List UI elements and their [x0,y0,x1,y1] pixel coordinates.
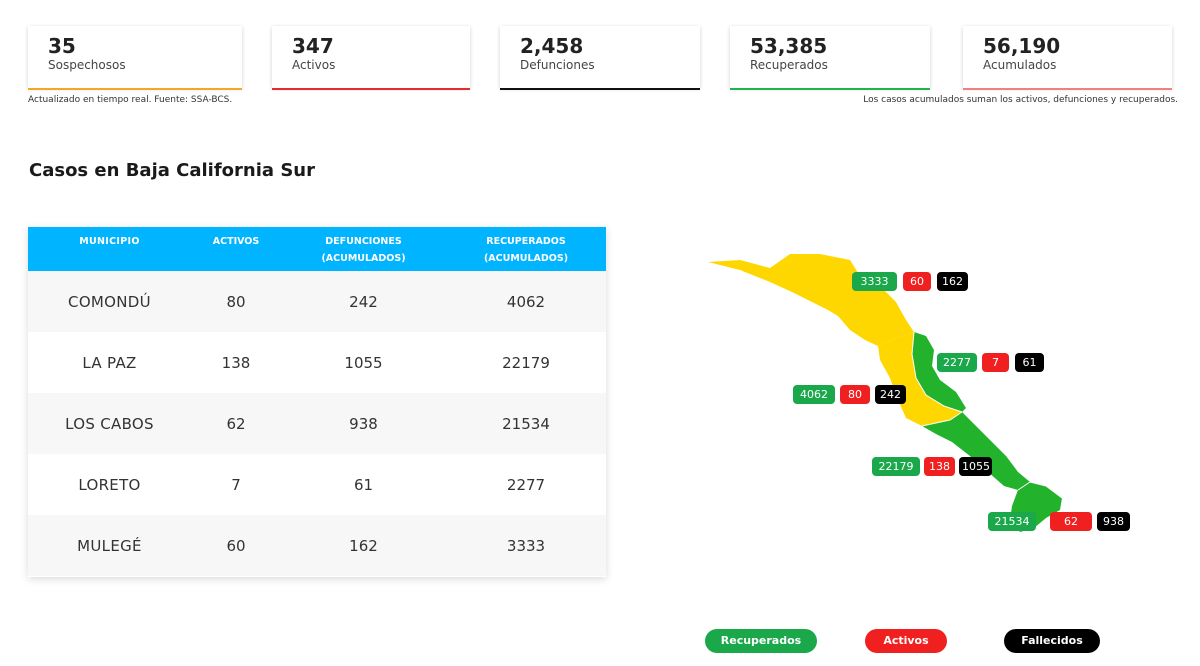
table-row: LA PAZ 138 1055 22179 [28,332,606,393]
region-lapaz[interactable] [922,412,1030,490]
cell-defunciones: 938 [349,414,378,433]
header-recuperados-line2: (ACUMULADOS) [483,253,569,264]
table-row: COMONDÚ 80 242 4062 [28,271,606,332]
source-note: Actualizado en tiempo real. Fuente: SSA-… [28,95,233,105]
cell-recuperados: 21534 [502,414,550,433]
pill-loscabos-fallecidos: 938 [1097,512,1130,531]
pill-loscabos-activos: 62 [1050,512,1092,531]
cell-municipio: LOS CABOS [65,414,154,433]
table-row: MULEGÉ 60 162 3333 [28,515,606,576]
table-row: LOS CABOS 62 938 21534 [28,393,606,454]
stat-label: Activos [292,58,336,72]
border-line [911,331,963,413]
legend-fallecidos: Fallecidos [1004,629,1100,653]
cell-defunciones: 1055 [344,353,383,372]
header-recuperados-line1: RECUPERADOS [486,236,566,247]
cell-activos: 60 [226,536,246,555]
table-body: COMONDÚ 80 242 4062 LA PAZ 138 1055 2217… [28,271,606,576]
stat-label: Recuperados [750,58,828,72]
stat-bar [730,88,930,90]
stat-card-sospechosos: 35 Sospechosos [28,26,242,90]
legend-activos: Activos [865,629,947,653]
pill-comondu-activos: 80 [840,385,870,404]
stat-value: 347 [292,34,334,58]
pill-comondu-fallecidos: 242 [875,385,906,404]
stat-value: 53,385 [750,34,828,58]
pill-lapaz-fallecidos: 1055 [959,457,992,476]
header-defunciones-line2: (ACUMULADOS) [321,253,406,264]
border-line [921,411,963,427]
cell-municipio: LA PAZ [82,353,137,372]
cell-recuperados: 22179 [502,353,550,372]
stat-bar [28,88,242,90]
stat-label: Defunciones [520,58,595,72]
cell-activos: 62 [226,414,246,433]
table-header: MUNICIPIO ACTIVOS DEFUNCIONES (ACUMULADO… [28,227,606,271]
pill-comondu-recuperados: 4062 [793,385,835,404]
pill-loreto-activos: 7 [982,353,1009,372]
stat-card-acumulados: 56,190 Acumulados [963,26,1172,90]
region-loreto[interactable] [912,332,966,412]
pill-lapaz-recuperados: 22179 [872,457,920,476]
cell-defunciones: 242 [349,292,378,311]
stat-bar [272,88,470,90]
accumulated-note: Los casos acumulados suman los activos, … [863,95,1178,105]
table-row: LORETO 7 61 2277 [28,454,606,515]
pill-loreto-recuperados: 2277 [937,353,977,372]
cell-recuperados: 4062 [506,292,546,311]
header-activos: ACTIVOS [212,236,260,247]
header-recuperados: RECUPERADOS (ACUMULADOS) [446,227,606,271]
municipios-table: MUNICIPIO ACTIVOS DEFUNCIONES (ACUMULADO… [28,227,606,577]
pill-lapaz-activos: 138 [924,457,955,476]
stat-label: Acumulados [983,58,1057,72]
header-defunciones: DEFUNCIONES (ACUMULADOS) [281,227,446,271]
cell-municipio: LORETO [78,475,141,494]
cell-municipio: COMONDÚ [68,292,151,311]
cell-recuperados: 2277 [506,475,546,494]
stat-value: 2,458 [520,34,584,58]
stat-label: Sospechosos [48,58,126,72]
header-municipio: MUNICIPIO [79,236,140,247]
stat-card-activos: 347 Activos [272,26,470,90]
cell-recuperados: 3333 [506,536,546,555]
stat-bar [500,88,700,90]
stat-value: 56,190 [983,34,1061,58]
section-title: Casos en Baja California Sur [29,160,315,181]
cell-activos: 80 [226,292,246,311]
cell-municipio: MULEGÉ [77,536,142,555]
cell-defunciones: 162 [349,536,378,555]
pill-loreto-fallecidos: 61 [1015,353,1044,372]
stat-value: 35 [48,34,76,58]
stat-card-recuperados: 53,385 Recuperados [730,26,930,90]
cell-activos: 7 [231,475,241,494]
stat-card-defunciones: 2,458 Defunciones [500,26,700,90]
cell-activos: 138 [221,353,251,372]
region-mulege[interactable] [708,254,914,346]
pill-loscabos-recuperados: 21534 [988,512,1036,531]
border-line [1017,481,1063,499]
stat-bar [963,88,1172,90]
header-defunciones-line1: DEFUNCIONES [325,236,402,247]
legend-recuperados: Recuperados [705,629,817,653]
pill-mulege-fallecidos: 162 [937,272,968,291]
cell-defunciones: 61 [353,475,374,494]
region-comondu[interactable] [878,332,962,426]
pill-mulege-recuperados: 3333 [852,272,897,291]
pill-mulege-activos: 60 [903,272,931,291]
